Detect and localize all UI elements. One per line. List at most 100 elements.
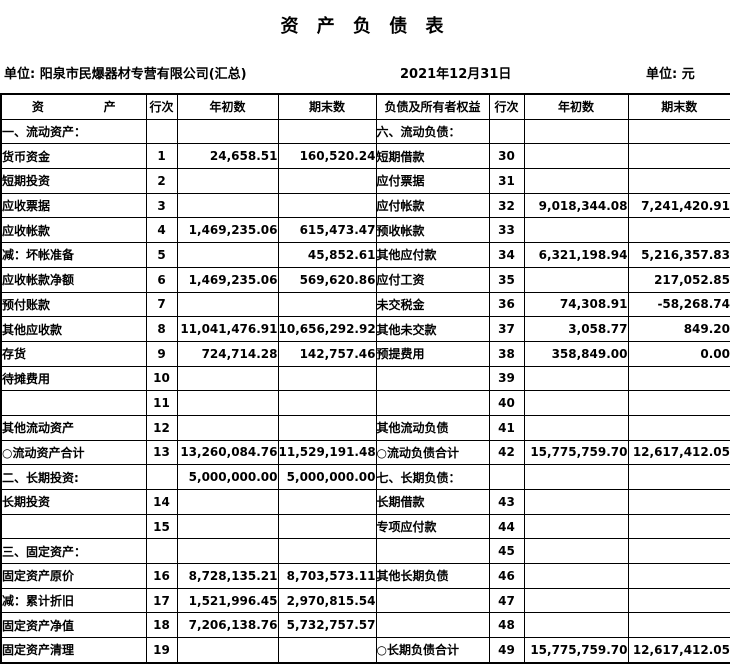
liability-label-cell: ○流动负债合计 (375, 439, 490, 466)
asset-year-end-cell: 2,970,815.54 (277, 587, 377, 614)
table-header-row: 资 产 行次 年初数 期末数 负债及所有者权益 行次 年初数 期末数 (0, 93, 730, 120)
table-row: 一、流动资产： 六、流动负债： (0, 118, 730, 145)
liability-label-cell: 其他未交款 (375, 316, 490, 342)
liability-year-end-cell: -58,268.74 (627, 291, 730, 318)
assets-header-char2: 产 (103, 100, 116, 115)
liability-line-no-cell: 39 (488, 365, 525, 392)
page-title: 资 产 负 债 表 (280, 16, 450, 37)
table-row: 短期投资 2 应付票据 31 (0, 168, 730, 194)
asset-line-no-cell: 2 (145, 168, 178, 194)
table-row: 待摊费用 10 39 (0, 365, 730, 392)
liability-year-end-cell (627, 612, 730, 639)
asset-label-cell: 减：坏帐准备 (0, 242, 147, 268)
table-row: 二、长期投资: 5,000,000.00 5,000,000.00 七、长期负债： (0, 464, 730, 490)
asset-label-cell: 短期投资 (0, 168, 147, 194)
liability-label-cell: 短期借款 (375, 143, 490, 170)
liability-year-begin-cell (523, 266, 629, 293)
liability-year-begin-cell (523, 390, 629, 416)
asset-year-begin-cell (176, 291, 279, 318)
asset-label-cell: 其他应收款 (0, 316, 147, 342)
asset-year-begin-cell: 8,728,135.21 (176, 563, 279, 589)
liability-year-end-cell: 849.20 (627, 316, 730, 342)
year-begin-column-header: 年初数 (176, 93, 279, 120)
company-name: 单位: 阳泉市民爆器材专营有限公司(汇总) (4, 67, 247, 82)
liability-year-begin-cell (523, 168, 629, 194)
asset-line-no-cell: 8 (145, 316, 178, 342)
asset-line-no-cell: 19 (145, 637, 178, 664)
table-row: 应收帐款净额 6 1,469,235.06 569,620.86 应付工资 35 217,0… (0, 266, 730, 293)
asset-year-end-cell: 10,656,292.92 (277, 316, 377, 342)
liability-year-begin-cell: 6,321,198.94 (523, 242, 629, 268)
asset-line-no-cell: 13 (145, 439, 178, 466)
liability-label-cell (375, 587, 490, 614)
line-no-column-header: 行次 (145, 93, 178, 120)
liability-line-no-cell: 30 (488, 143, 525, 170)
liability-year-end-cell: 12,617,412.05 (627, 439, 730, 466)
asset-year-begin-cell: 1,469,235.06 (176, 217, 279, 244)
asset-line-no-cell: 3 (145, 192, 178, 219)
asset-year-end-cell (277, 291, 377, 318)
liability-line-no-cell: 33 (488, 217, 525, 244)
asset-year-begin-cell (176, 168, 279, 194)
report-meta: 单位: 阳泉市民爆器材专营有限公司(汇总) 2021年12月31日 单位: 元 (0, 63, 730, 83)
liability-year-begin-cell (523, 464, 629, 490)
table-row: 应收帐款 4 1,469,235.06 615,473.47 预收帐款 33 (0, 217, 730, 244)
asset-line-no-cell: 17 (145, 587, 178, 614)
liability-label-cell: 预收帐款 (375, 217, 490, 244)
liability-column-header: 负债及所有者权益 (375, 93, 490, 120)
asset-year-begin-cell: 11,041,476.91 (176, 316, 279, 342)
table-row: 应收票据 3 应付帐款 32 9,018,344.08 7,241,420.91 (0, 192, 730, 219)
liability-label-cell: 专项应付款 (375, 513, 490, 540)
liability-year-begin-cell (523, 365, 629, 392)
asset-label-cell: 预付账款 (0, 291, 147, 318)
liability-line-no-cell: 40 (488, 390, 525, 416)
asset-label-cell: 应收帐款 (0, 217, 147, 244)
liability-year-end-cell (627, 168, 730, 194)
liability-label-cell: 其他流动负债 (375, 414, 490, 441)
asset-year-begin-cell (176, 365, 279, 392)
liability-line-no-cell: 37 (488, 316, 525, 342)
asset-label-cell: 固定资产净值 (0, 612, 147, 639)
liability-year-begin-cell (523, 513, 629, 540)
asset-line-no-cell: 7 (145, 291, 178, 318)
asset-year-begin-cell (176, 192, 279, 219)
liability-label-cell: 应付票据 (375, 168, 490, 194)
liability-year-end-cell (627, 464, 730, 490)
liability-year-end-cell (627, 538, 730, 565)
asset-label-cell: 固定资产清理 (0, 637, 147, 664)
liability-label-cell: 六、流动负债： (375, 118, 490, 145)
balance-sheet-table: 资 产 行次 年初数 期末数 负债及所有者权益 行次 年初数 期末数 一、流动资… (0, 93, 730, 664)
liability-year-begin-cell (523, 563, 629, 589)
liability-year-begin-cell: 358,849.00 (523, 340, 629, 367)
asset-year-begin-cell: 1,469,235.06 (176, 266, 279, 293)
liability-label-cell: 其他长期负债 (375, 563, 490, 589)
asset-line-no-cell: 4 (145, 217, 178, 244)
liability-year-begin-cell (523, 538, 629, 565)
liability-label-cell: 长期借款 (375, 489, 490, 515)
asset-year-end-cell: 11,529,191.48 (277, 439, 377, 466)
asset-line-no-cell: 11 (145, 390, 178, 416)
assets-column-header: 资 产 (0, 93, 147, 120)
report-date: 2021年12月31日 (400, 67, 512, 82)
table-row: 三、固定资产： 45 (0, 538, 730, 565)
liability-label-cell: ○长期负债合计 (375, 637, 490, 664)
asset-label-cell: 固定资产原价 (0, 563, 147, 589)
asset-label-cell: ○流动资产合计 (0, 439, 147, 466)
asset-line-no-cell (145, 118, 178, 145)
asset-year-end-cell (277, 414, 377, 441)
asset-label-cell (0, 513, 147, 540)
table-row: ○流动资产合计 13 13,260,084.76 11,529,191.48 ○流动负债… (0, 439, 730, 466)
asset-year-begin-cell (176, 489, 279, 515)
liability-label-cell (375, 538, 490, 565)
liability-line-no-cell: 45 (488, 538, 525, 565)
asset-year-begin-cell: 724,714.28 (176, 340, 279, 367)
asset-line-no-cell: 6 (145, 266, 178, 293)
asset-year-end-cell: 569,620.86 (277, 266, 377, 293)
liability-year-begin-cell (523, 118, 629, 145)
asset-line-no-cell: 12 (145, 414, 178, 441)
table-row: 固定资产净值 18 7,206,138.76 5,732,757.57 48 (0, 612, 730, 639)
asset-year-begin-cell (176, 414, 279, 441)
asset-year-begin-cell: 13,260,084.76 (176, 439, 279, 466)
year-end2-column-header: 期末数 (627, 93, 730, 120)
asset-year-end-cell (277, 637, 377, 664)
